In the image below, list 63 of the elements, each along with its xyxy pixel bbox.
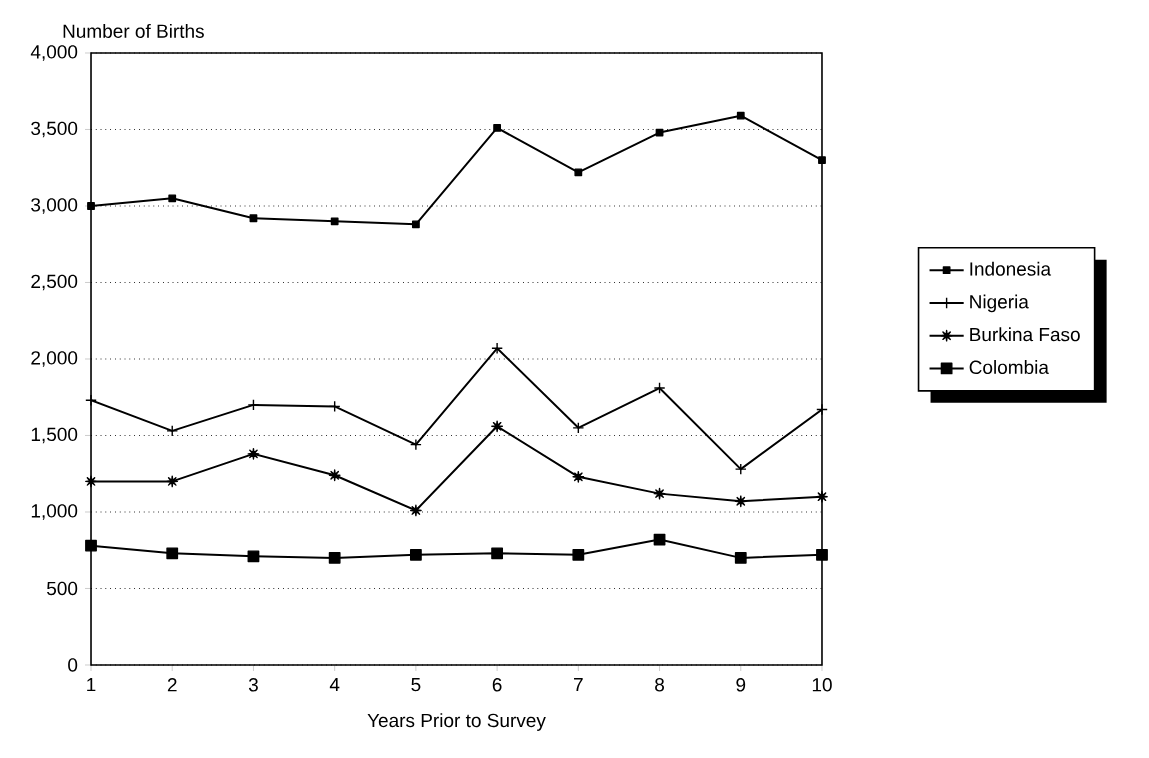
point	[409, 504, 422, 517]
point	[818, 156, 826, 164]
y-tick-label: 0	[68, 658, 78, 672]
point	[816, 403, 828, 416]
y-tick-label: 2,000	[31, 351, 78, 367]
y-tick-label: 4,000	[30, 45, 78, 61]
point	[734, 495, 747, 508]
y-tick-label: 3,500	[31, 121, 78, 138]
point	[166, 475, 179, 488]
point	[572, 470, 585, 483]
x-tick-label: 3	[248, 678, 258, 692]
x-tick-label: 7	[574, 678, 583, 692]
point	[491, 420, 504, 433]
legend-label: Indonesia	[970, 261, 1052, 276]
point	[736, 111, 745, 120]
point	[85, 475, 97, 488]
point	[85, 394, 97, 407]
y-tick-label: 1,000	[31, 504, 78, 520]
y-tick-label: 1,500	[31, 427, 78, 444]
point	[493, 124, 502, 132]
point	[247, 447, 260, 460]
point	[247, 550, 260, 563]
x-tick-label: 9	[736, 678, 746, 692]
y-tick-label: 2,500	[31, 274, 78, 291]
x-tick-label: 8	[655, 678, 665, 692]
legend-label: Nigeria	[970, 294, 1029, 313]
point	[491, 342, 504, 355]
point	[87, 202, 95, 210]
point	[653, 487, 666, 500]
point	[734, 463, 747, 476]
point	[166, 547, 179, 560]
point	[816, 490, 828, 503]
point	[330, 217, 339, 226]
y-axis-title: Number of Births	[63, 23, 204, 38]
y-tick-label: 3,000	[31, 198, 78, 214]
point	[85, 539, 97, 552]
point	[166, 425, 179, 437]
point	[409, 548, 422, 561]
point	[411, 220, 420, 229]
point	[249, 214, 258, 223]
point	[574, 168, 583, 177]
point	[734, 551, 747, 564]
point	[816, 548, 828, 561]
legend-label: Burkina Faso	[970, 327, 1080, 342]
point	[572, 548, 585, 561]
legend-label: Colombia	[969, 360, 1049, 375]
x-tick-label: 1	[87, 678, 96, 692]
point	[409, 438, 422, 451]
y-tick-label: 500	[47, 581, 78, 596]
x-tick-label: 5	[411, 678, 421, 692]
x-tick-label: 6	[492, 678, 502, 692]
x-tick-label: 2	[167, 678, 177, 692]
point	[328, 400, 341, 413]
x-axis-title: Years Prior to Survey	[367, 713, 546, 731]
point	[653, 382, 666, 394]
point	[491, 547, 504, 560]
x-tick-label: 4	[329, 678, 340, 692]
x-tick-label: 10	[812, 678, 832, 692]
point	[328, 469, 341, 482]
point	[168, 194, 177, 203]
point	[572, 421, 585, 434]
point	[247, 398, 260, 411]
point	[328, 551, 341, 564]
